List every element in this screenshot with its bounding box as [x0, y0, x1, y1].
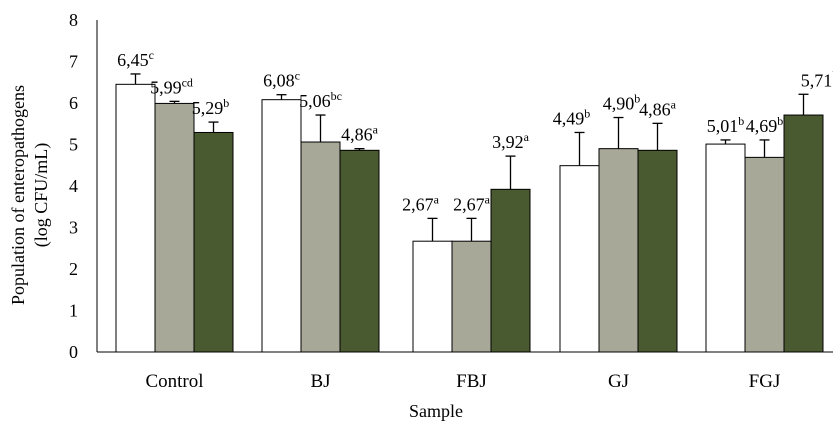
- data-label: 2,67a: [402, 192, 440, 214]
- bar: [115, 83, 156, 353]
- y-tick-label: 5: [69, 135, 78, 155]
- y-tick-labels: 0 1 2 3 4 5 6 7 8: [69, 10, 78, 362]
- data-label: 6,45c: [117, 48, 154, 70]
- data-label-letter: a: [434, 192, 440, 206]
- y-axis-title-line2: (log CFU/mL): [31, 143, 52, 248]
- data-label-value: 5,71: [801, 70, 833, 90]
- x-category-label: FGJ: [749, 371, 781, 392]
- data-label-value: 5,29: [192, 98, 224, 118]
- x-category-label: BJ: [310, 371, 330, 392]
- y-tick-label: 2: [69, 259, 78, 279]
- bar: [637, 149, 678, 353]
- data-label: 4,86a: [639, 97, 677, 119]
- data-label-letter: a: [671, 97, 677, 111]
- data-label-letter: bc: [331, 89, 342, 103]
- data-label: 6,08c: [263, 69, 300, 91]
- x-category-labels: Control BJ FBJ GJ FGJ: [145, 371, 780, 392]
- bar: [193, 131, 234, 353]
- x-axis-title: Sample: [409, 401, 463, 421]
- data-label-value: 6,45: [117, 50, 149, 70]
- x-category-label: GJ: [608, 371, 629, 392]
- data-label-letter: b: [634, 92, 640, 106]
- data-label-value: 5,06: [299, 91, 331, 111]
- data-label: 4,90b: [603, 92, 641, 114]
- x-category-label: FBJ: [456, 371, 487, 392]
- data-label-value: 4,69: [746, 116, 778, 136]
- data-label-value: 4,90: [603, 94, 635, 114]
- data-label: 5,01b: [707, 114, 745, 136]
- data-label: 5,99cd: [150, 75, 193, 97]
- error-bars: [130, 73, 809, 242]
- data-label-letter: b: [777, 114, 783, 128]
- bar: [598, 148, 639, 353]
- data-label-letter: cd: [182, 75, 193, 89]
- y-tick-label: 1: [69, 301, 78, 321]
- data-label: 5,06bc: [299, 89, 342, 111]
- data-label-value: 6,08: [263, 71, 295, 91]
- bar: [705, 143, 746, 353]
- data-label-value: 5,01: [707, 116, 739, 136]
- data-label-letter: c: [295, 69, 300, 83]
- data-label: 4,69b: [746, 114, 784, 136]
- bar: [451, 240, 492, 353]
- data-label-value: 3,92: [492, 132, 524, 152]
- data-label-value: 2,67: [402, 194, 434, 214]
- data-label-letter: b: [738, 114, 744, 128]
- bar: [783, 114, 824, 353]
- y-tick-label: 6: [69, 93, 78, 113]
- data-label-value: 2,67: [453, 194, 485, 214]
- y-axis-title-line1: Population of enteropathogens: [8, 85, 28, 305]
- x-category-label: Control: [145, 371, 203, 392]
- bar: [261, 99, 302, 353]
- y-tick-label: 7: [69, 52, 78, 72]
- bar: [559, 165, 600, 353]
- data-label-letter: a: [373, 123, 379, 137]
- y-tick-label: 8: [69, 10, 78, 30]
- bar: [300, 141, 341, 353]
- bar: [412, 240, 453, 353]
- data-label: 4,86a: [341, 123, 379, 145]
- data-label: 5,71b: [801, 68, 833, 90]
- bar: [490, 188, 531, 353]
- data-label-value: 5,99: [150, 77, 182, 97]
- data-label: 2,67a: [453, 192, 491, 214]
- data-label-letter: a: [485, 192, 491, 206]
- data-label-letter: b: [584, 106, 590, 120]
- data-label-letter: a: [524, 130, 530, 144]
- data-label-value: 4,86: [639, 99, 671, 119]
- data-label-value: 4,49: [553, 108, 585, 128]
- data-label-letter: b: [223, 96, 229, 110]
- data-label-letter: c: [149, 48, 154, 62]
- data-label: 3,92a: [492, 130, 530, 152]
- data-label: 5,29b: [192, 96, 230, 118]
- y-tick-label: 0: [69, 342, 78, 362]
- y-tick-label: 3: [69, 218, 78, 238]
- data-label-value: 4,86: [341, 125, 373, 145]
- bar: [339, 149, 380, 353]
- y-tick-label: 4: [69, 176, 78, 196]
- bar: [744, 156, 785, 353]
- bars: [115, 83, 824, 353]
- bar: [154, 102, 195, 353]
- data-label: 4,49b: [553, 106, 591, 128]
